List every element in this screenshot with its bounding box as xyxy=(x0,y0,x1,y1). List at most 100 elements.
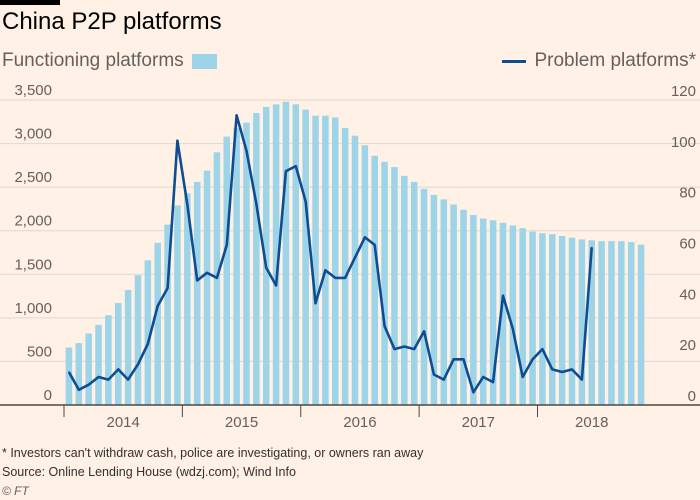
point-problem xyxy=(482,376,484,378)
point-problem xyxy=(88,384,90,386)
bar-functioning xyxy=(75,343,83,405)
footnote-source: Source: Online Lending House (wdzj.com);… xyxy=(2,465,296,479)
point-problem xyxy=(364,236,366,238)
bar-functioning xyxy=(499,222,507,405)
bar-functioning xyxy=(243,122,250,406)
bar-functioning xyxy=(302,109,309,405)
point-problem xyxy=(117,368,119,371)
bar-functioning xyxy=(410,181,418,405)
bar-functioning xyxy=(85,333,92,405)
point-problem xyxy=(462,358,465,360)
right-tick-label: 60 xyxy=(679,236,696,253)
x-tick-label: 2017 xyxy=(462,414,495,431)
point-problem xyxy=(216,277,218,279)
legend-problem: Problem platforms* xyxy=(502,50,696,72)
bar-functioning xyxy=(361,145,369,406)
bar-functioning xyxy=(479,218,487,405)
point-problem xyxy=(541,348,544,350)
point-problem xyxy=(97,376,100,378)
point-problem xyxy=(127,378,129,381)
point-problem xyxy=(512,328,514,330)
point-problem xyxy=(186,203,188,205)
point-problem xyxy=(107,378,109,381)
point-problem xyxy=(472,391,474,393)
bar-functioning xyxy=(637,244,645,405)
point-problem xyxy=(423,330,425,332)
point-problem xyxy=(393,348,396,350)
bar-functioning xyxy=(430,194,438,405)
bar-functioning xyxy=(272,104,280,405)
bar-functioning xyxy=(223,136,231,405)
bar-functioning xyxy=(203,170,211,405)
right-tick-label: 80 xyxy=(679,185,696,202)
bar-functioning xyxy=(233,127,240,405)
point-problem xyxy=(137,363,139,365)
point-problem xyxy=(443,378,445,381)
point-problem xyxy=(383,325,386,327)
point-problem xyxy=(561,371,563,373)
bar-functioning xyxy=(450,204,457,405)
x-tick-label: 2014 xyxy=(106,414,139,431)
left-tick-label: 2,500 xyxy=(14,169,52,186)
bar-functioning xyxy=(184,193,191,405)
point-problem xyxy=(176,140,179,142)
left-tick-label: 1,000 xyxy=(14,300,52,317)
bar-functioning xyxy=(65,347,73,405)
bar-functioning xyxy=(292,104,300,405)
right-tick-label: 100 xyxy=(671,134,696,151)
bar-functioning xyxy=(282,101,290,405)
legend-functioning: Functioning platforms xyxy=(2,50,217,72)
point-problem xyxy=(591,246,593,249)
point-problem xyxy=(314,302,317,304)
bar-functioning xyxy=(124,289,132,405)
point-problem xyxy=(68,371,70,373)
bar-functioning xyxy=(322,115,329,405)
bar-functioning xyxy=(549,234,556,405)
point-problem xyxy=(236,114,238,116)
bar-functioning xyxy=(351,135,359,405)
bar-functioning xyxy=(95,324,102,405)
bar-functioning xyxy=(568,237,576,405)
bar-functioning xyxy=(174,205,181,405)
point-problem xyxy=(492,381,494,383)
point-problem xyxy=(453,358,455,360)
bar-functioning xyxy=(627,242,635,405)
point-problem xyxy=(374,244,376,246)
legend-line-swatch xyxy=(502,59,527,63)
point-problem xyxy=(147,343,149,345)
bar-functioning xyxy=(262,106,270,405)
bar-functioning xyxy=(588,240,596,405)
point-problem xyxy=(403,345,405,348)
left-tick-label: 3,500 xyxy=(14,85,52,99)
point-problem xyxy=(305,201,307,203)
bar-functioning xyxy=(105,315,112,405)
point-problem xyxy=(581,378,583,381)
point-problem xyxy=(166,287,169,289)
bar-functioning xyxy=(618,241,625,405)
x-tick-label: 2016 xyxy=(343,414,376,431)
right-tick-label: 0 xyxy=(688,388,696,405)
point-problem xyxy=(255,203,257,205)
point-problem xyxy=(502,295,504,297)
point-problem xyxy=(245,150,248,152)
bar-functioning xyxy=(401,175,408,405)
bar-functioning xyxy=(598,241,605,405)
point-problem xyxy=(157,305,159,307)
point-problem xyxy=(196,279,198,282)
bar-functioning xyxy=(332,117,339,405)
point-problem xyxy=(433,373,435,376)
bar-functioning xyxy=(578,239,586,405)
bar-functioning xyxy=(519,228,526,405)
point-problem xyxy=(522,376,524,378)
bar-functioning xyxy=(193,181,201,405)
point-problem xyxy=(571,368,573,371)
bar-functioning xyxy=(144,260,152,405)
bar-functioning xyxy=(312,115,319,405)
point-problem xyxy=(285,170,287,172)
bars-layer xyxy=(65,101,645,406)
point-problem xyxy=(334,277,336,279)
bar-functioning xyxy=(558,235,566,405)
point-problem xyxy=(531,358,534,360)
bar-functioning xyxy=(164,224,171,405)
point-problem xyxy=(78,389,80,391)
